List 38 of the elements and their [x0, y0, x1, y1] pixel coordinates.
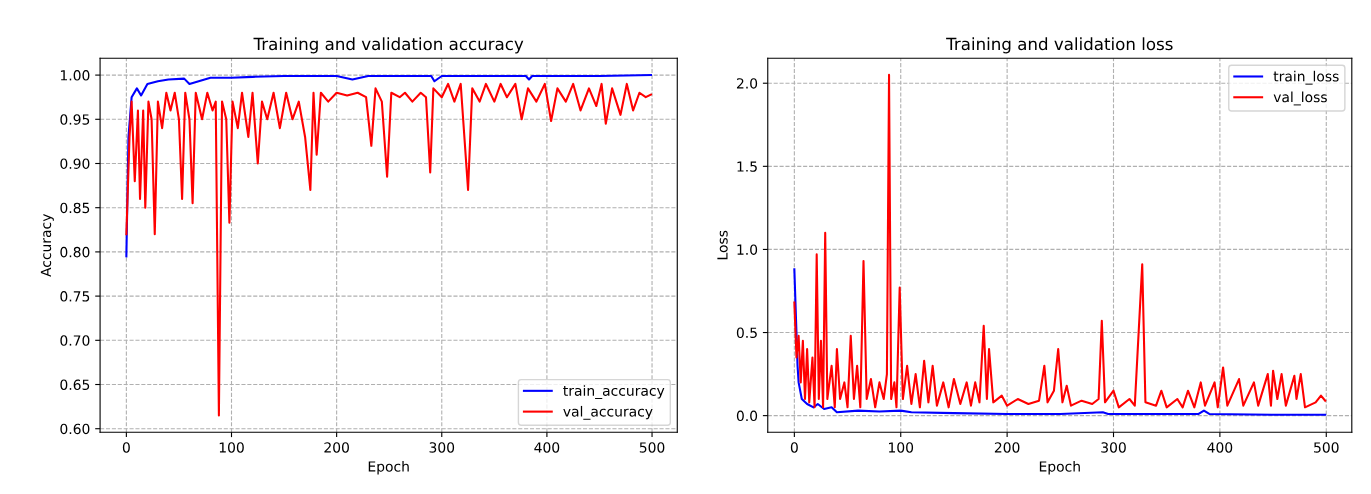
y-tick-label: 1.00 — [60, 70, 90, 81]
x-tick-label: 500 — [639, 442, 665, 453]
x-axis-title: Epoch — [368, 460, 409, 475]
y-tick-label: 0.70 — [60, 335, 90, 346]
x-tick-label: 200 — [994, 442, 1020, 453]
x-tick-label: 200 — [324, 442, 349, 453]
y-tick-label: 0.95 — [60, 114, 90, 125]
x-tick-label: 100 — [889, 442, 914, 453]
x-tick-label: 100 — [219, 442, 244, 453]
line-series — [125, 74, 653, 258]
y-tick-label: 0.80 — [60, 246, 90, 258]
legend-label: train_accuracy — [563, 385, 665, 399]
x-axis-title: Epoch — [1039, 460, 1080, 475]
x-tick-label: 400 — [1207, 442, 1233, 453]
legend-label: val_loss — [1273, 91, 1327, 106]
legend-label: train_loss — [1273, 70, 1339, 85]
y-axis-title: Accuracy — [40, 213, 54, 277]
x-tick-label: 500 — [1314, 442, 1339, 453]
x-tick-label: 300 — [1101, 442, 1126, 453]
y-tick-label: 0.0 — [736, 410, 758, 422]
y-tick-label: 1.0 — [737, 244, 758, 255]
y-tick-label: 0.65 — [60, 379, 90, 390]
y-tick-label: 1.5 — [737, 161, 757, 172]
y-tick-label: 0.85 — [60, 202, 90, 214]
line-series — [793, 268, 1327, 416]
x-tick-label: 0 — [790, 442, 798, 453]
x-tick-label: 400 — [534, 442, 560, 453]
legend-label: val_accuracy — [563, 405, 653, 420]
y-axis-title: Loss — [717, 230, 728, 260]
y-tick-label: 0.5 — [736, 327, 757, 338]
y-tick-label: 2.0 — [736, 78, 758, 89]
y-tick-label: 0.90 — [60, 158, 90, 169]
x-tick-label: 300 — [429, 442, 455, 453]
chart-title: Training and validation accuracy — [253, 37, 524, 54]
y-tick-label: 0.60 — [60, 423, 90, 435]
chart-title: Training and validation loss — [946, 37, 1173, 54]
x-tick-label: 0 — [122, 442, 130, 453]
y-tick-label: 0.75 — [60, 291, 90, 302]
